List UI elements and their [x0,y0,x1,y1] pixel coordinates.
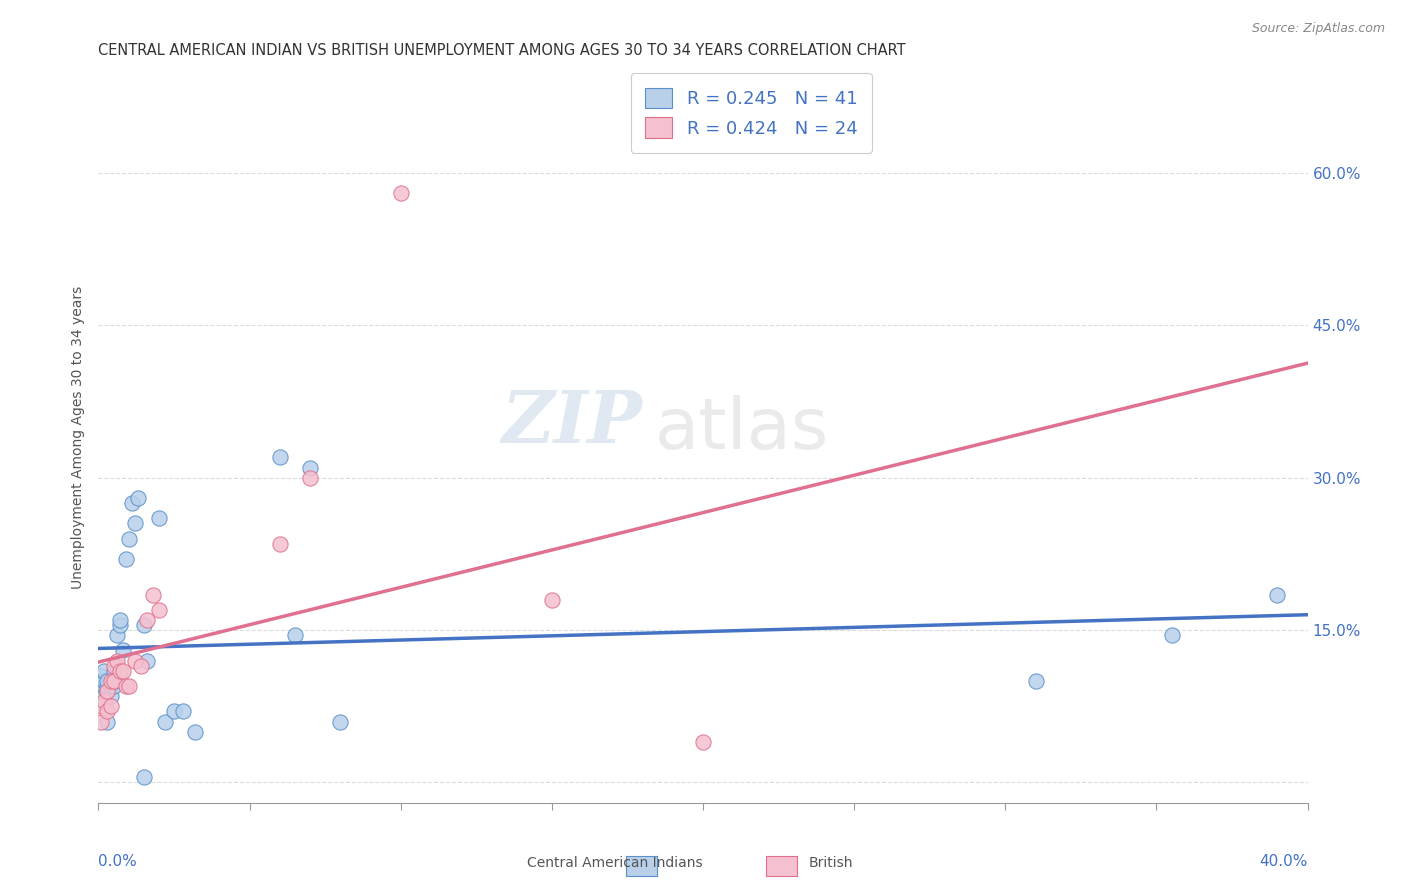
Point [389,186,412,201]
Point [103,679,125,693]
Point [90,669,112,683]
Point [96,714,118,729]
Point [184,724,207,739]
Point [100,689,122,703]
Point [299,471,322,485]
Point [142,588,165,602]
Point [135,613,157,627]
Point [124,654,146,668]
Point [108,613,131,627]
Point [90,673,112,688]
Text: Source: ZipAtlas.com: Source: ZipAtlas.com [1251,22,1385,36]
Point [103,664,125,678]
Point [100,673,122,688]
Point [100,699,122,714]
Text: Central American Indians: Central American Indians [527,855,703,870]
Point [105,658,128,673]
Point [132,771,155,785]
Point [540,592,562,607]
Point [108,618,131,632]
Point [96,673,118,688]
Point [96,679,118,693]
Point [96,684,118,698]
Point [299,460,322,475]
Point [118,532,141,546]
Point [96,684,118,698]
Legend: R = 0.245   N = 41, R = 0.424   N = 24: R = 0.245 N = 41, R = 0.424 N = 24 [631,73,872,153]
Point [93,664,115,678]
Point [118,679,141,693]
Point [148,603,170,617]
Point [1267,588,1289,602]
Point [93,679,115,693]
Point [93,673,115,688]
Point [692,735,714,749]
Text: 0.0%: 0.0% [98,854,138,869]
Point [163,705,186,719]
Point [269,537,291,551]
Point [135,654,157,668]
Point [148,511,170,525]
Point [114,679,136,693]
Point [114,552,136,566]
Point [269,450,291,465]
Point [111,643,134,657]
Point [1160,628,1182,642]
Point [96,705,118,719]
Point [284,628,307,642]
Point [1024,673,1046,688]
Point [129,658,152,673]
Text: ZIP: ZIP [502,387,643,458]
Text: British: British [808,855,853,870]
Point [108,664,131,678]
Point [103,658,125,673]
Point [103,673,125,688]
Point [103,673,125,688]
Text: CENTRAL AMERICAN INDIAN VS BRITISH UNEMPLOYMENT AMONG AGES 30 TO 34 YEARS CORREL: CENTRAL AMERICAN INDIAN VS BRITISH UNEMP… [98,43,905,58]
Text: 40.0%: 40.0% [1260,854,1308,869]
Point [93,689,115,703]
Point [100,679,122,693]
Point [132,618,155,632]
Point [124,516,146,531]
Point [93,694,115,708]
Point [127,491,149,505]
Point [111,664,134,678]
Point [105,628,128,642]
Point [90,714,112,729]
Point [105,654,128,668]
Text: atlas: atlas [655,395,830,464]
Point [90,699,112,714]
Point [121,496,143,510]
Point [153,714,176,729]
Point [172,705,194,719]
Point [90,684,112,698]
Point [329,714,352,729]
Y-axis label: Unemployment Among Ages 30 to 34 years: Unemployment Among Ages 30 to 34 years [72,285,86,589]
